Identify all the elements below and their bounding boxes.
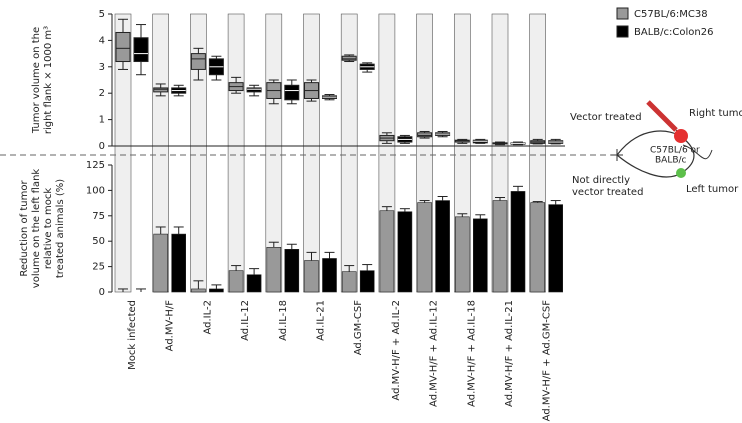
x-tick-label: Ad.MV-H/F + Ad.IL-18 <box>466 300 477 407</box>
legend-swatch <box>616 7 629 20</box>
x-tick-label: Ad.IL-21 <box>316 300 327 341</box>
y-tick-label: 3 <box>99 62 105 73</box>
box <box>115 31 131 63</box>
not-treated-label: Not directly <box>572 175 630 186</box>
y-axis-label: Tumor volume on the <box>31 27 42 134</box>
bar <box>341 271 357 293</box>
box <box>190 53 206 70</box>
bar <box>359 270 375 293</box>
y-axis-label: volume on the left flank <box>31 169 42 289</box>
y-tick-label: 0 <box>99 141 105 152</box>
mouse-label: BALB/c <box>655 156 687 166</box>
bar <box>153 233 168 293</box>
left-tumor <box>676 168 686 178</box>
x-tick-label: Mock infected <box>127 300 138 370</box>
bar <box>228 270 244 293</box>
box <box>284 84 300 101</box>
legend-swatch <box>616 25 629 38</box>
x-tick-label: Ad.IL-12 <box>240 300 251 341</box>
x-tick-label: Ad.MV-H/F + Ad.GM-CSF <box>542 300 553 422</box>
not-treated-label: vector treated <box>572 187 643 198</box>
bar <box>510 191 526 293</box>
box <box>341 55 357 61</box>
bar <box>397 211 413 293</box>
bar <box>472 218 488 293</box>
y-tick-label: 0 <box>99 287 105 298</box>
bar <box>435 200 450 293</box>
y-tick-label: 100 <box>86 185 105 196</box>
strip <box>303 13 320 293</box>
x-tick-label: Ad.IL-18 <box>278 300 289 341</box>
x-tick-label: Ad.GM-CSF <box>353 300 364 356</box>
y-tick-label: 2 <box>99 88 105 99</box>
bar <box>191 288 206 293</box>
y-tick-label: 75 <box>92 211 105 222</box>
x-tick-label: Ad.MV-H/F + Ad.IL-21 <box>504 300 515 407</box>
bar <box>492 200 508 293</box>
y-axis-label: Reduction of tumor <box>19 180 30 277</box>
x-tick-label: Ad.IL-2 <box>202 300 213 335</box>
bar <box>379 210 395 293</box>
bar <box>530 202 546 293</box>
right-tumor <box>674 129 688 143</box>
right-tumor-label: Right tumor <box>689 108 742 119</box>
legend-label: C57BL/6:MC38 <box>634 9 708 20</box>
bar <box>171 233 186 293</box>
y-tick-label: 25 <box>92 262 105 273</box>
mouse-label: C57BL/6 or <box>650 146 700 156</box>
y-tick-label: 50 <box>92 236 105 247</box>
bar <box>304 260 319 293</box>
x-tick-label: Ad.MV-H/F + Ad.IL-12 <box>429 300 440 407</box>
box <box>246 87 262 93</box>
bar <box>284 249 300 293</box>
vector-treated-label: Vector treated <box>570 112 642 123</box>
box <box>133 37 149 63</box>
y-tick-label: 1 <box>99 115 105 126</box>
bar <box>266 246 282 293</box>
x-tick-label: Ad.MV-H/F <box>165 300 176 352</box>
mouse-outline <box>616 130 695 178</box>
bar <box>209 288 224 293</box>
x-tick-label: Ad.MV-H/F + Ad.IL-2 <box>391 300 402 401</box>
syringe <box>646 100 678 132</box>
y-axis-label: right flank × 1000 m³ <box>43 26 54 134</box>
left-tumor-label: Left tumor <box>686 184 739 195</box>
bar <box>454 216 470 293</box>
box <box>417 132 433 138</box>
bar <box>548 204 564 293</box>
y-tick-label: 125 <box>86 160 105 171</box>
y-tick-label: 4 <box>99 35 105 46</box>
y-tick-label: 5 <box>99 9 105 20</box>
bar <box>417 202 432 293</box>
box <box>153 87 169 93</box>
mouse-diagram: Vector treated Right tumor C57BL/6 or BA… <box>570 100 742 198</box>
y-axis-label: relative to mock <box>43 188 54 269</box>
bar <box>322 258 337 293</box>
legend-label: BALB/c:Colon26 <box>634 27 713 38</box>
bar <box>246 274 262 293</box>
tail <box>682 144 713 160</box>
strip <box>227 13 245 293</box>
y-axis-label: treated animals (%) <box>55 179 66 278</box>
